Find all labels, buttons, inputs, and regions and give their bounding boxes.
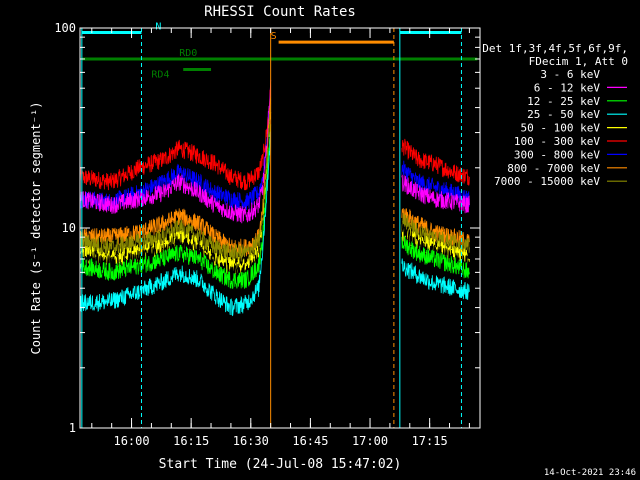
series-line-0-seg-0 [79,89,272,191]
legend-header-0: Det 1f,3f,4f,5f,6f,9f, [482,42,628,55]
series-lines [79,79,470,317]
series-line-8-seg-1 [401,258,470,300]
x-tick-label-5: 17:15 [412,434,448,448]
legend-entry-label-8: 7000 - 15000 keV [494,175,600,188]
series-line-0-seg-1 [401,138,470,186]
x-tick-label-2: 16:30 [233,434,269,448]
legend-entry-label-2: 12 - 25 keV [527,95,600,108]
series-line-2-seg-0 [79,79,272,224]
y-tick-label-2: 100 [54,21,76,35]
series-line-1-seg-0 [79,99,272,211]
legend-entry-label-7: 800 - 7000 keV [507,162,600,175]
series-line-1-seg-1 [401,160,470,207]
x-tick-label-4: 17:00 [352,434,388,448]
flag-label-s: S [271,31,277,42]
legend-entry-label-6: 300 - 800 keV [514,148,600,161]
y-axis-label: Count Rate (s⁻¹ detector segment⁻¹) [29,102,43,355]
x-tick-label-0: 16:00 [113,434,149,448]
legend: Det 1f,3f,4f,5f,6f,9f,FDecim 1, Att 03 -… [482,42,628,188]
legend-entry-label-3: 25 - 50 keV [527,108,600,121]
series-line-7-seg-0 [79,124,272,289]
legend-entry-label-1: 6 - 12 keV [534,81,601,94]
vertical-markers [81,28,462,428]
series-line-8-seg-0 [79,131,272,317]
x-tick-label-1: 16:15 [173,434,209,448]
legend-entry-label-4: 50 - 100 keV [521,122,601,135]
footer-timestamp: 14-Oct-2021 23:46 [544,468,636,478]
y-tick-label-0: 1 [69,421,76,435]
flag-label-rd0: RD0 [179,48,197,59]
series-line-4-seg-0 [79,103,272,262]
flag-label-rd4: RD4 [151,70,169,81]
flag-bars: N S RD0 RD4 [81,21,478,81]
flag-label-n: N [155,21,161,32]
legend-entry-label-0: 3 - 6 keV [540,68,600,81]
y-tick-label-1: 10 [62,221,76,235]
legend-header-1: FDecim 1, Att 0 [529,55,628,68]
x-tick-label-3: 16:45 [292,434,328,448]
x-axis-label: Start Time (24-Jul-08 15:47:02) [159,457,402,472]
chart-title: RHESSI Count Rates [204,4,356,20]
legend-entry-label-5: 100 - 300 keV [514,135,600,148]
series-line-2-seg-1 [401,174,470,214]
series-line-7-seg-1 [401,235,470,279]
axes: 1 10 100 16:00 16:15 16:30 16:45 17:00 17:15 [54,21,481,448]
